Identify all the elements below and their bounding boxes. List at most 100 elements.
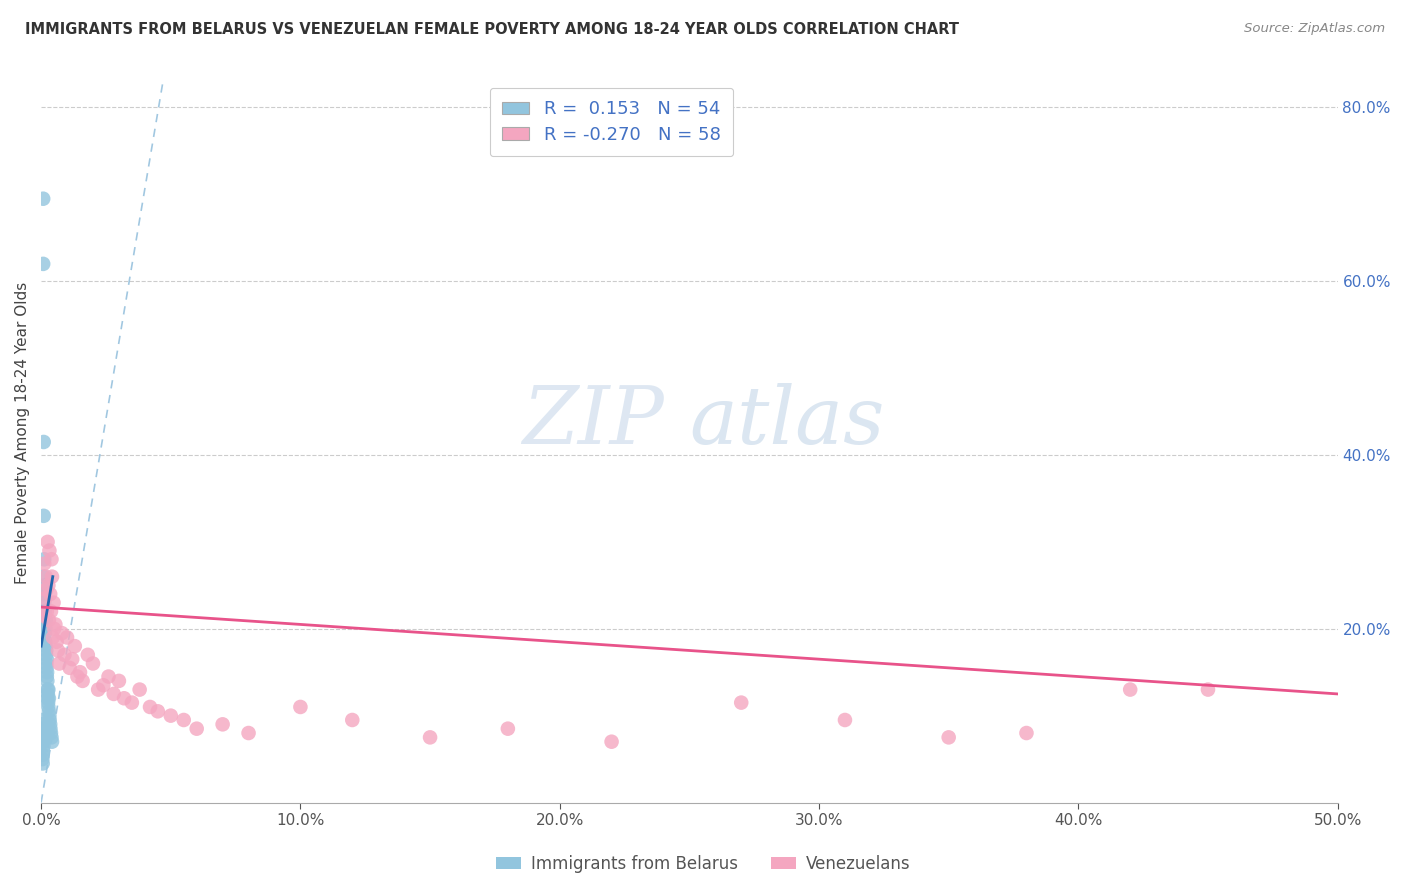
Point [238,726,260,740]
Point [121,696,143,710]
Point [46,643,69,657]
Point [69,665,91,680]
Point [496,722,519,736]
Point [59,661,82,675]
Point [938,731,960,745]
Point [38,543,60,558]
Point [211,717,233,731]
Point [35,639,58,653]
Point [730,696,752,710]
Point [39,587,62,601]
Point [38,691,60,706]
Point [41,552,63,566]
Point [34,617,56,632]
Point [31,713,53,727]
Point [103,687,125,701]
Point [35,648,58,662]
Point [72,673,94,688]
Point [37,534,59,549]
Point [42,631,65,645]
Point [37,682,59,697]
Point [34,635,56,649]
Point [834,713,856,727]
Point [82,657,104,671]
Text: ZIP: ZIP [522,384,664,461]
Point [35,569,58,583]
Text: atlas: atlas [689,384,884,461]
Point [38,708,60,723]
Point [60,652,83,666]
Point [42,622,65,636]
Point [76,648,98,662]
Text: IMMIGRANTS FROM BELARUS VS VENEZUELAN FEMALE POVERTY AMONG 18-24 YEAR OLDS CORRE: IMMIGRANTS FROM BELARUS VS VENEZUELAN FE… [25,22,959,37]
Point [112,691,135,706]
Point [38,713,60,727]
Point [342,713,364,727]
Point [32,578,55,592]
Point [32,604,55,618]
Point [31,731,53,745]
Point [87,682,110,697]
Point [39,604,62,618]
Point [173,713,195,727]
Point [37,687,59,701]
Point [1197,682,1219,697]
Point [56,631,79,645]
Point [34,626,56,640]
Point [35,582,58,597]
Point [38,613,60,627]
Point [93,678,115,692]
Point [37,696,59,710]
Point [35,652,58,666]
Point [32,192,55,206]
Point [32,622,55,636]
Point [41,735,63,749]
Point [32,608,55,623]
Point [186,722,208,736]
Point [32,596,55,610]
Point [35,665,58,680]
Point [31,747,53,762]
Text: Source: ZipAtlas.com: Source: ZipAtlas.com [1244,22,1385,36]
Point [35,669,58,683]
Point [34,591,56,606]
Point [35,661,58,675]
Point [35,604,58,618]
Point [32,739,55,753]
Point [48,657,70,671]
Point [34,622,56,636]
Point [31,756,53,771]
Point [35,643,58,657]
Point [32,434,55,449]
Point [42,596,65,610]
Point [39,717,62,731]
Point [1015,726,1038,740]
Point [37,673,59,688]
Point [32,735,55,749]
Point [37,682,59,697]
Point [37,578,59,592]
Point [600,735,623,749]
Point [32,508,55,523]
Point [146,704,169,718]
Point [39,722,62,736]
Point [31,635,53,649]
Point [31,722,53,736]
Point [31,631,53,645]
Point [32,587,55,601]
Point [128,682,150,697]
Point [1119,682,1142,697]
Point [159,708,181,723]
Point [39,726,62,740]
Point [419,731,441,745]
Point [45,635,67,649]
Point [37,700,59,714]
Point [32,743,55,757]
Point [32,552,55,566]
Point [32,557,55,571]
Point [31,717,53,731]
Point [139,700,162,714]
Legend: R =  0.153   N = 54, R = -0.270   N = 58: R = 0.153 N = 54, R = -0.270 N = 58 [489,87,734,156]
Point [37,691,59,706]
Point [41,569,63,583]
